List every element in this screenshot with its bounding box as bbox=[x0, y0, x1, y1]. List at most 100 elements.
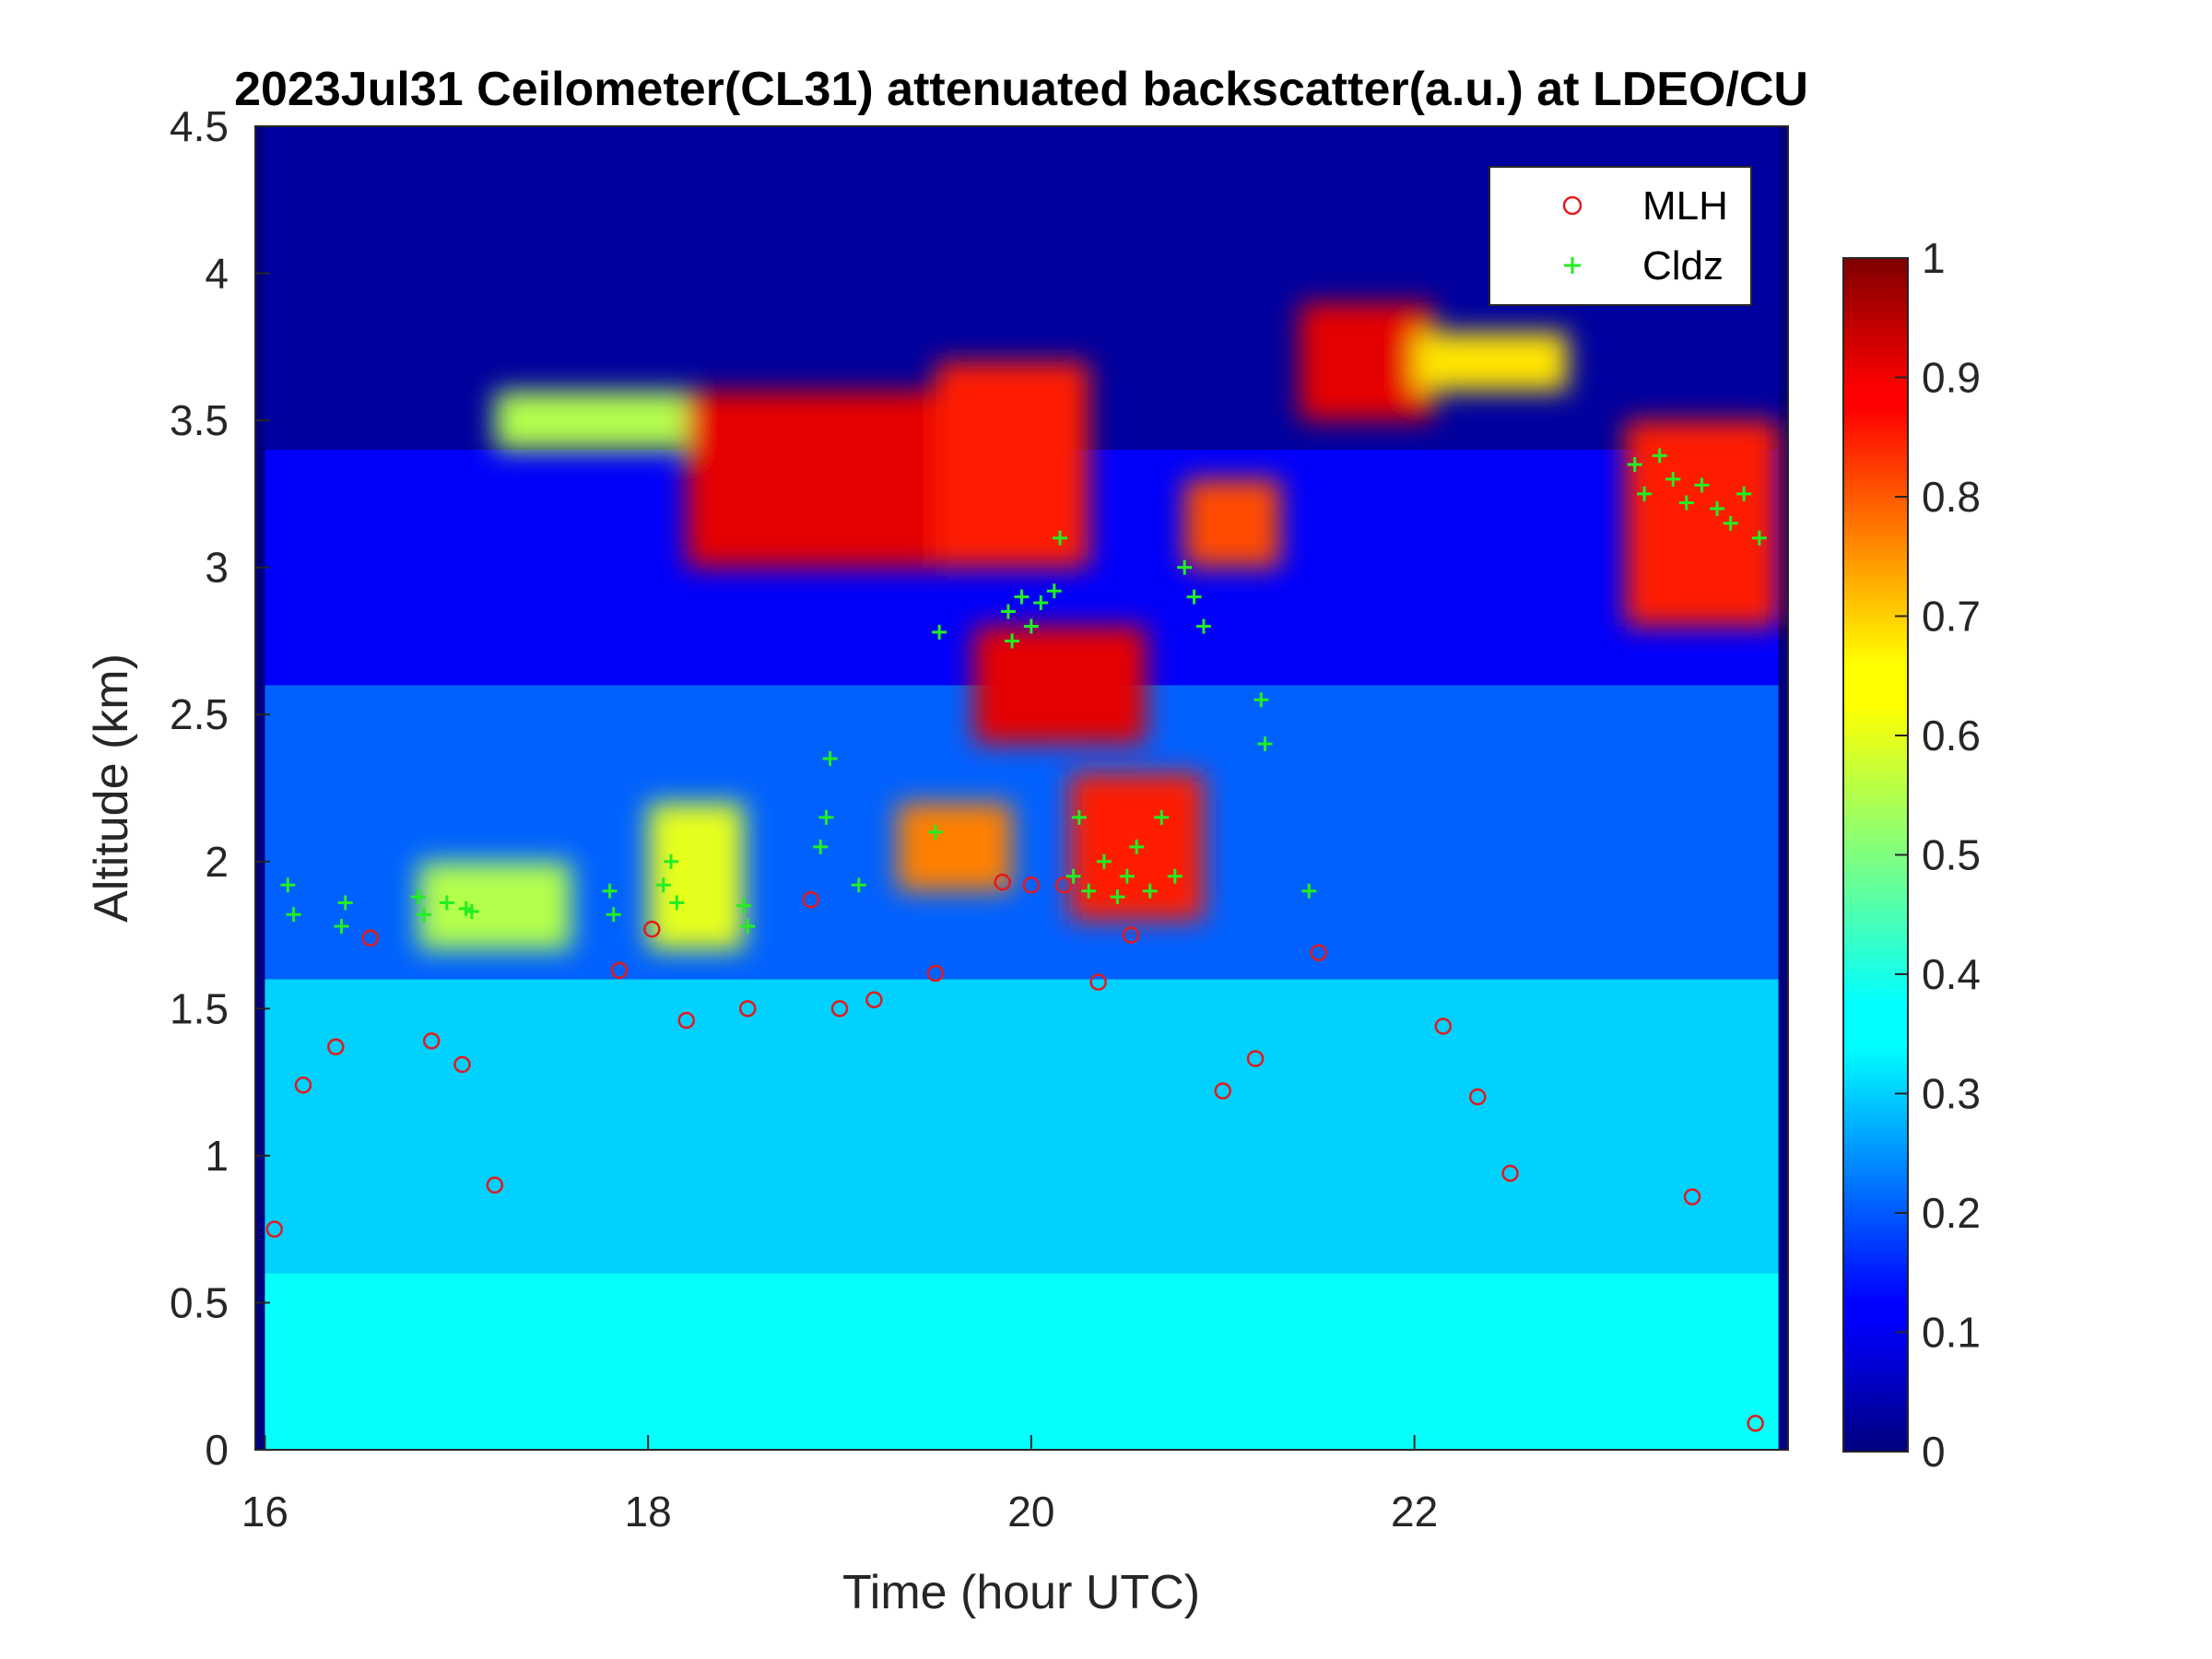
cldz-point bbox=[1046, 583, 1062, 599]
mlh-point bbox=[422, 1032, 441, 1050]
colorbar: 0 0.1 0.2 0.3 0.4 0.5 0.6 0.7 0.8 0.9 1 bbox=[1842, 234, 1981, 1476]
mlh-point bbox=[1747, 1415, 1764, 1432]
heatmap-bands bbox=[265, 126, 1779, 1450]
y-tick-label: 1 bbox=[205, 1132, 229, 1180]
cldz-point bbox=[1301, 883, 1317, 899]
cldz-point bbox=[1071, 809, 1087, 825]
legend-box bbox=[1488, 166, 1752, 306]
mlh-point bbox=[1683, 1188, 1701, 1206]
y-tick-label: 0.5 bbox=[170, 1278, 229, 1326]
colorbar-tick-label: 0.8 bbox=[1922, 473, 1981, 521]
cldz-point bbox=[1694, 477, 1710, 493]
cldz-point bbox=[439, 895, 454, 911]
cldz-point bbox=[602, 883, 618, 899]
cldz-point bbox=[1110, 889, 1125, 905]
mlh-point bbox=[643, 920, 661, 938]
mlh-point bbox=[327, 1038, 345, 1056]
heatmap-cell bbox=[973, 626, 1147, 745]
y-tick-label: 4.5 bbox=[170, 102, 229, 150]
cldz-point bbox=[1005, 633, 1020, 649]
heatmap-cell bbox=[1299, 302, 1434, 421]
colorbar-tick-label: 0 bbox=[1922, 1428, 1946, 1476]
cldz-point bbox=[1751, 530, 1767, 546]
mlh-point bbox=[1434, 1018, 1453, 1035]
series-cldz bbox=[280, 448, 1767, 934]
heatmap-cell bbox=[897, 802, 1013, 891]
mlh-point bbox=[1468, 1088, 1487, 1106]
y-axis-label: Altitude (km) bbox=[85, 653, 138, 923]
chart-title: 2023Jul31 Ceilometer(CL31) attenuated ba… bbox=[234, 63, 1808, 116]
colorbar-tick-label: 0.2 bbox=[1922, 1189, 1981, 1237]
x-axis-ticks: 16 18 20 22 bbox=[241, 1435, 1438, 1535]
heatmap-cell bbox=[265, 979, 1779, 1274]
y-axis-ticks: 0 0.5 1 1.5 2 2.5 3 3.5 4 4.5 bbox=[170, 102, 270, 1474]
cldz-point bbox=[1195, 618, 1211, 634]
y-tick-label: 0 bbox=[205, 1426, 229, 1474]
x-tick-label: 22 bbox=[1391, 1488, 1438, 1535]
cldz-point bbox=[851, 877, 866, 893]
cldz-point bbox=[1186, 589, 1202, 605]
y-tick-label: 1.5 bbox=[170, 984, 229, 1032]
cldz-point bbox=[1710, 500, 1725, 516]
cldz-point bbox=[1119, 868, 1135, 884]
heatmap-cell bbox=[265, 1273, 1779, 1450]
cldz-point bbox=[1154, 809, 1170, 825]
cldz-point bbox=[1637, 486, 1653, 501]
mlh-point bbox=[265, 1220, 284, 1238]
cldz-point bbox=[1142, 883, 1158, 899]
heatmap-features bbox=[418, 302, 1779, 950]
cldz-point bbox=[280, 877, 296, 893]
cldz-point bbox=[1096, 853, 1112, 869]
mlh-point bbox=[1246, 1050, 1265, 1067]
cldz-point bbox=[1253, 692, 1269, 708]
cldz-point bbox=[1023, 618, 1039, 634]
mlh-point bbox=[1122, 926, 1140, 944]
y-tick-label: 3.5 bbox=[170, 396, 229, 444]
heatmap-cell bbox=[686, 391, 955, 568]
cldz-point bbox=[416, 907, 431, 923]
cldz-point bbox=[337, 895, 353, 911]
mlh-point bbox=[1310, 944, 1327, 961]
cldz-point bbox=[1177, 559, 1193, 575]
cldz-point bbox=[822, 751, 838, 767]
mlh-point bbox=[926, 964, 945, 982]
legend: MLH Cldz bbox=[1488, 166, 1752, 306]
cldz-point bbox=[1033, 594, 1049, 610]
heatmap-cell bbox=[1625, 420, 1779, 627]
cldz-point bbox=[1652, 448, 1667, 464]
y-tick-label: 3 bbox=[205, 544, 229, 592]
cldz-point bbox=[1167, 868, 1182, 884]
plot-area bbox=[255, 126, 1788, 1450]
cldz-point bbox=[1723, 515, 1738, 531]
mlh-point bbox=[738, 1000, 757, 1018]
cldz-point bbox=[1053, 530, 1068, 546]
legend-label-mlh: MLH bbox=[1642, 183, 1728, 229]
plot-frame bbox=[254, 125, 1789, 1451]
cldz-point bbox=[464, 904, 479, 920]
heatmap-cell bbox=[1414, 332, 1568, 392]
legend-marker-mlh bbox=[1562, 195, 1583, 216]
y-tick-label: 2.5 bbox=[170, 690, 229, 738]
colorbar-ticks: 0 0.1 0.2 0.3 0.4 0.5 0.6 0.7 0.8 0.9 1 bbox=[1895, 234, 1981, 1476]
colorbar-tick-label: 0.4 bbox=[1922, 950, 1981, 998]
cldz-point bbox=[1736, 486, 1752, 501]
cldz-point bbox=[664, 853, 679, 869]
cldz-point bbox=[818, 809, 834, 825]
mlh-point bbox=[994, 873, 1011, 891]
colorbar-tick-label: 0.6 bbox=[1922, 712, 1981, 759]
cldz-point bbox=[655, 877, 671, 893]
colorbar-tick-label: 0.3 bbox=[1922, 1070, 1981, 1118]
cldz-point bbox=[927, 824, 943, 840]
series-mlh bbox=[265, 873, 1764, 1432]
y-tick-label: 4 bbox=[205, 250, 229, 298]
y-tick-label: 2 bbox=[205, 838, 229, 886]
colorbar-tick-label: 0.9 bbox=[1922, 354, 1981, 402]
cldz-point bbox=[1000, 604, 1016, 619]
heatmap-cell bbox=[935, 361, 1089, 568]
mlh-point bbox=[1501, 1164, 1519, 1182]
legend-label-cldz: Cldz bbox=[1642, 243, 1724, 288]
mlh-point bbox=[1054, 877, 1073, 894]
mlh-point bbox=[361, 929, 379, 947]
cldz-point bbox=[286, 907, 301, 923]
cldz-point bbox=[606, 907, 621, 923]
